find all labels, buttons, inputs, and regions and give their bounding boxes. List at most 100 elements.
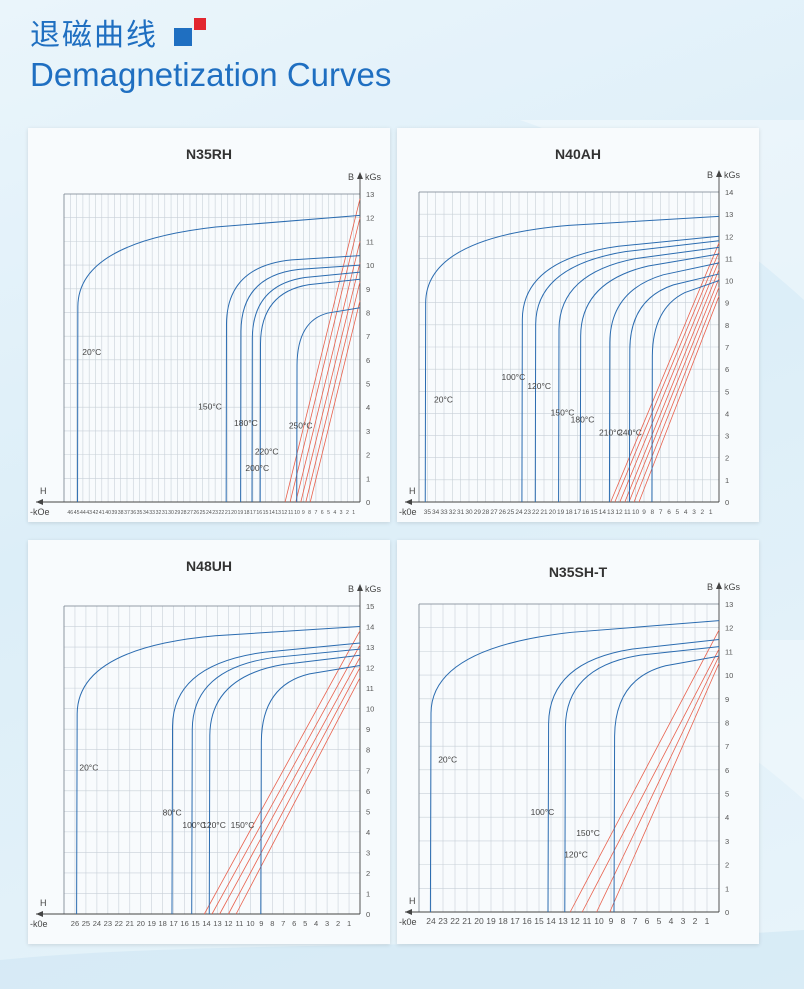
x-tick-label: 10 bbox=[594, 916, 604, 926]
load-line bbox=[628, 278, 720, 503]
x-axis-unit: -k0e bbox=[399, 507, 417, 517]
chart-title: N35RH bbox=[186, 146, 232, 162]
y-tick-label: 6 bbox=[366, 356, 370, 365]
x-axis-arrow-icon bbox=[405, 909, 412, 915]
curve-label: 150°C bbox=[231, 820, 255, 830]
y-tick-label: 9 bbox=[366, 725, 370, 734]
load-line bbox=[624, 269, 720, 503]
x-tick-label: 7 bbox=[281, 919, 285, 928]
x-tick-label: 28 bbox=[181, 510, 187, 516]
x-tick-label: 25 bbox=[82, 919, 90, 928]
x-tick-label: 13 bbox=[607, 509, 615, 516]
curve-label: 180°C bbox=[571, 414, 595, 424]
y-tick-label: 9 bbox=[725, 299, 729, 308]
load-line bbox=[569, 629, 720, 913]
page-title-en: Demagnetization Curves bbox=[30, 56, 392, 93]
y-tick-label: 2 bbox=[366, 869, 370, 878]
load-line bbox=[619, 260, 720, 503]
x-tick-label: 8 bbox=[308, 510, 311, 516]
y-tick-label: 4 bbox=[725, 409, 729, 418]
demagnetization-curve bbox=[191, 648, 361, 915]
y-tick-label: 9 bbox=[366, 285, 370, 294]
load-line bbox=[610, 242, 720, 503]
x-tick-label: 16 bbox=[256, 510, 262, 516]
x-tick-label: 21 bbox=[126, 919, 134, 928]
y-axis-label: B bbox=[348, 172, 354, 182]
load-line bbox=[228, 667, 361, 915]
x-axis-unit: -k0e bbox=[399, 917, 417, 927]
x-tick-label: 6 bbox=[645, 916, 650, 926]
y-tick-label: 13 bbox=[725, 210, 733, 219]
curve-label: 20°C bbox=[434, 394, 453, 404]
x-tick-label: 19 bbox=[148, 919, 156, 928]
x-tick-label: 12 bbox=[282, 510, 288, 516]
x-tick-label: 19 bbox=[486, 916, 496, 926]
x-tick-label: 12 bbox=[224, 919, 232, 928]
demagnetization-curve bbox=[521, 235, 720, 503]
x-tick-label: 21 bbox=[462, 916, 472, 926]
x-tick-label: 20 bbox=[474, 916, 484, 926]
y-tick-label: 1 bbox=[725, 884, 729, 893]
x-tick-label: 10 bbox=[246, 919, 254, 928]
x-tick-label: 20 bbox=[137, 919, 145, 928]
curve-label: 210°C bbox=[599, 428, 623, 438]
x-tick-label: 10 bbox=[294, 510, 300, 516]
y-tick-label: 8 bbox=[366, 746, 370, 755]
x-tick-label: 20 bbox=[231, 510, 237, 516]
y-tick-label: 3 bbox=[366, 848, 370, 857]
x-tick-label: 17 bbox=[169, 919, 177, 928]
load-line bbox=[300, 262, 361, 503]
x-tick-label: 6 bbox=[292, 919, 296, 928]
y-tick-label: 10 bbox=[366, 705, 374, 714]
x-tick-label: 39 bbox=[111, 510, 117, 516]
x-tick-label: 19 bbox=[557, 509, 565, 516]
demagnetization-curve bbox=[558, 246, 720, 503]
x-tick-label: 11 bbox=[236, 919, 244, 928]
x-axis-arrow-icon bbox=[36, 499, 43, 505]
x-tick-label: 9 bbox=[609, 916, 614, 926]
curve-label: 180°C bbox=[234, 418, 258, 428]
x-tick-label: 22 bbox=[219, 510, 225, 516]
y-tick-label: 5 bbox=[366, 807, 370, 816]
y-axis-label: B bbox=[707, 170, 713, 180]
y-axis-unit: kGs bbox=[365, 172, 382, 182]
y-tick-label: 12 bbox=[725, 624, 733, 633]
x-tick-label: 4 bbox=[684, 509, 688, 516]
x-tick-label: 11 bbox=[624, 509, 631, 516]
y-tick-label: 14 bbox=[725, 188, 733, 197]
x-tick-label: 14 bbox=[599, 509, 607, 516]
curve-label: 150°C bbox=[576, 828, 600, 838]
demagnetization-curve bbox=[579, 253, 720, 503]
y-tick-label: 7 bbox=[725, 742, 729, 751]
x-tick-label: 27 bbox=[490, 509, 498, 516]
x-tick-label: 8 bbox=[651, 509, 655, 516]
load-line bbox=[219, 657, 361, 915]
x-tick-label: 30 bbox=[168, 510, 174, 516]
x-tick-label: 2 bbox=[346, 510, 349, 516]
y-tick-label: 0 bbox=[366, 498, 370, 507]
chart-title: N35SH-T bbox=[548, 564, 608, 580]
curve-label: 120°C bbox=[564, 850, 588, 860]
load-line bbox=[596, 655, 720, 913]
demagnetization-curve bbox=[608, 262, 720, 503]
y-tick-label: 13 bbox=[366, 190, 374, 199]
x-tick-label: 32 bbox=[449, 509, 457, 516]
y-axis-label: B bbox=[707, 582, 713, 592]
curve-label: 250°C bbox=[289, 421, 313, 431]
x-tick-label: 10 bbox=[632, 509, 640, 516]
x-tick-label: 1 bbox=[709, 509, 713, 516]
load-line bbox=[211, 644, 361, 915]
y-tick-label: 10 bbox=[366, 261, 374, 270]
curve-label: 150°C bbox=[551, 408, 575, 418]
x-tick-label: 21 bbox=[225, 510, 231, 516]
demagnetization-curve bbox=[651, 280, 720, 503]
x-axis-unit: -k0e bbox=[30, 919, 48, 929]
x-tick-label: 19 bbox=[237, 510, 243, 516]
x-tick-label: 13 bbox=[275, 510, 281, 516]
x-tick-label: 3 bbox=[325, 919, 329, 928]
y-tick-label: 7 bbox=[366, 332, 370, 341]
y-tick-label: 6 bbox=[725, 766, 729, 775]
x-tick-label: 13 bbox=[558, 916, 568, 926]
x-tick-label: 15 bbox=[191, 919, 199, 928]
